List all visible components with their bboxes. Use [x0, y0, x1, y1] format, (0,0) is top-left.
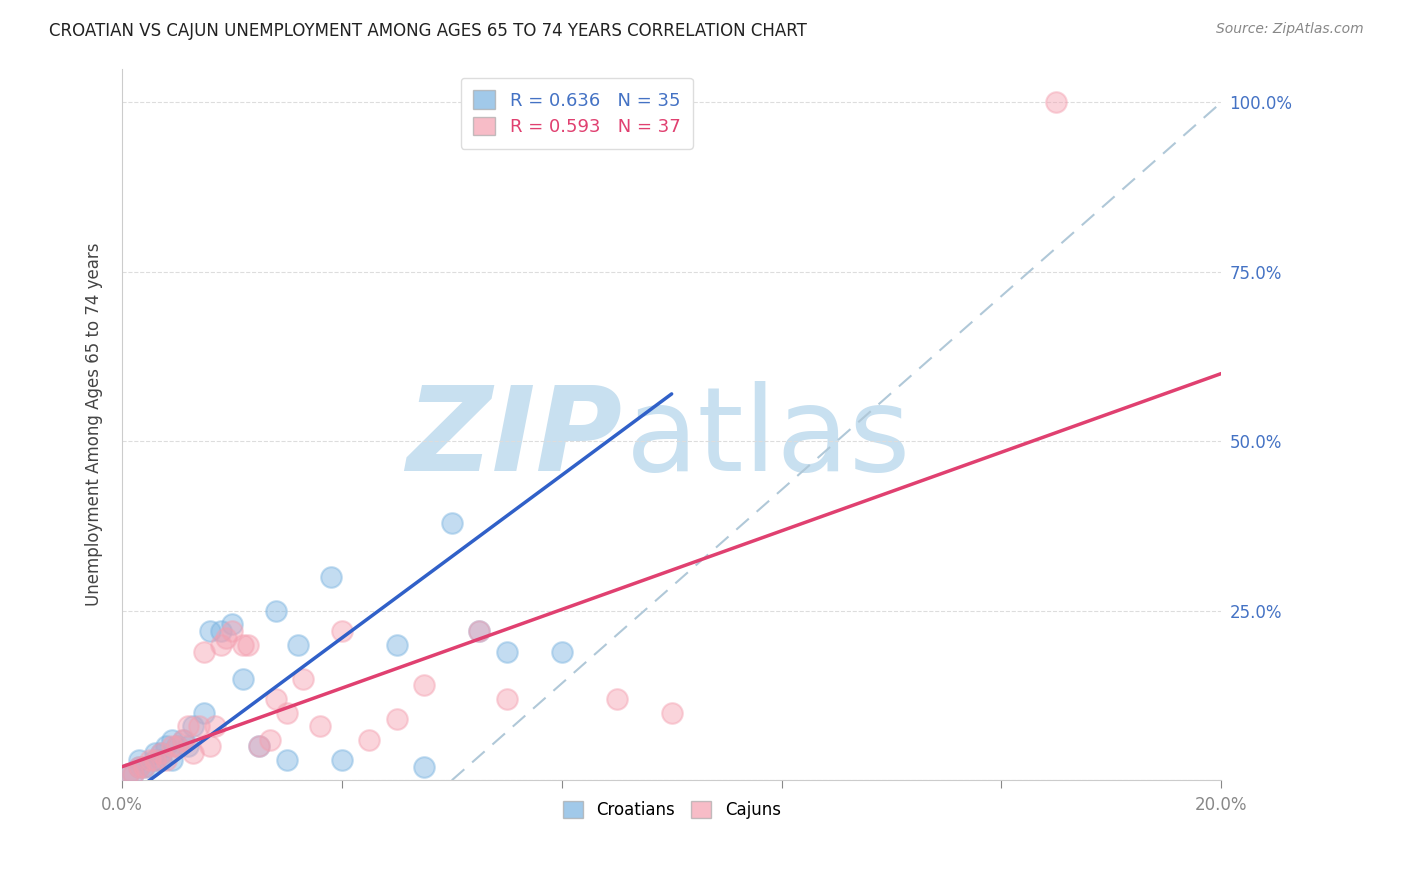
- Point: [160, 739, 183, 754]
- Text: Source: ZipAtlas.com: Source: ZipAtlas.com: [1216, 22, 1364, 37]
- Point: [495, 644, 517, 658]
- Point: [551, 644, 574, 658]
- Point: [495, 692, 517, 706]
- Point: [198, 739, 221, 754]
- Point: [198, 624, 221, 639]
- Point: [661, 706, 683, 720]
- Y-axis label: Unemployment Among Ages 65 to 74 years: Unemployment Among Ages 65 to 74 years: [86, 243, 103, 607]
- Point: [661, 95, 683, 110]
- Point: [155, 739, 177, 754]
- Point: [122, 766, 145, 780]
- Point: [413, 678, 436, 692]
- Point: [193, 706, 215, 720]
- Point: [385, 712, 408, 726]
- Point: [122, 766, 145, 780]
- Point: [128, 760, 150, 774]
- Point: [209, 638, 232, 652]
- Point: [215, 631, 238, 645]
- Point: [172, 732, 194, 747]
- Point: [117, 766, 139, 780]
- Point: [330, 753, 353, 767]
- Point: [221, 624, 243, 639]
- Point: [138, 753, 160, 767]
- Point: [117, 766, 139, 780]
- Point: [1045, 95, 1067, 110]
- Point: [468, 624, 491, 639]
- Point: [606, 692, 628, 706]
- Point: [143, 746, 166, 760]
- Point: [172, 732, 194, 747]
- Point: [287, 638, 309, 652]
- Point: [232, 672, 254, 686]
- Point: [238, 638, 260, 652]
- Point: [221, 617, 243, 632]
- Point: [292, 672, 315, 686]
- Point: [188, 719, 211, 733]
- Point: [276, 706, 298, 720]
- Point: [204, 719, 226, 733]
- Text: ZIP: ZIP: [406, 381, 623, 496]
- Text: atlas: atlas: [626, 381, 911, 496]
- Point: [149, 753, 172, 767]
- Point: [209, 624, 232, 639]
- Point: [132, 760, 155, 774]
- Point: [143, 753, 166, 767]
- Point: [143, 753, 166, 767]
- Point: [193, 644, 215, 658]
- Point: [183, 719, 205, 733]
- Point: [166, 739, 188, 754]
- Point: [413, 760, 436, 774]
- Point: [276, 753, 298, 767]
- Legend: Croatians, Cajuns: Croatians, Cajuns: [555, 794, 787, 825]
- Point: [183, 746, 205, 760]
- Point: [177, 739, 200, 754]
- Point: [249, 739, 271, 754]
- Point: [177, 719, 200, 733]
- Point: [259, 732, 281, 747]
- Point: [155, 753, 177, 767]
- Point: [132, 760, 155, 774]
- Point: [149, 746, 172, 760]
- Text: CROATIAN VS CAJUN UNEMPLOYMENT AMONG AGES 65 TO 74 YEARS CORRELATION CHART: CROATIAN VS CAJUN UNEMPLOYMENT AMONG AGE…: [49, 22, 807, 40]
- Point: [149, 746, 172, 760]
- Point: [330, 624, 353, 639]
- Point: [359, 732, 381, 747]
- Point: [309, 719, 332, 733]
- Point: [319, 570, 342, 584]
- Point: [249, 739, 271, 754]
- Point: [468, 624, 491, 639]
- Point: [440, 516, 463, 530]
- Point: [128, 753, 150, 767]
- Point: [160, 732, 183, 747]
- Point: [264, 692, 287, 706]
- Point: [160, 753, 183, 767]
- Point: [264, 604, 287, 618]
- Point: [385, 638, 408, 652]
- Point: [232, 638, 254, 652]
- Point: [166, 739, 188, 754]
- Point: [138, 760, 160, 774]
- Point: [128, 760, 150, 774]
